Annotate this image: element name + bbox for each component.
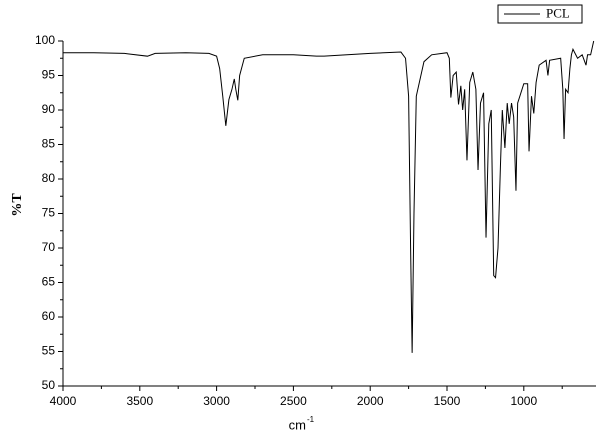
y-tick-label: 70: [42, 240, 56, 254]
legend-label: PCL: [546, 5, 570, 20]
legend: PCL: [497, 4, 583, 24]
x-tick-label: 2500: [280, 394, 307, 408]
y-tick-label: 95: [42, 68, 56, 82]
y-axis-label: %T: [10, 193, 25, 217]
y-tick-label: 100: [35, 33, 55, 47]
x-tick-label: 4000: [50, 394, 77, 408]
y-tick-label: 50: [42, 378, 56, 392]
y-tick-label: 55: [42, 344, 56, 358]
y-tick-label: 90: [42, 102, 56, 116]
y-tick-label: 75: [42, 206, 56, 220]
x-tick-label: 3000: [203, 394, 230, 408]
y-tick-label: 85: [42, 137, 56, 151]
x-tick-label: 1500: [434, 394, 461, 408]
spectrum-line: [63, 40, 595, 353]
x-axis-label: cm: [289, 417, 306, 432]
y-tick-label: 65: [42, 275, 56, 289]
y-tick-label: 80: [42, 171, 56, 185]
x-axis-label-superscript: -1: [307, 415, 315, 424]
x-tick-label: 2000: [357, 394, 384, 408]
x-tick-label: 3500: [126, 394, 153, 408]
x-tick-label: 1000: [510, 394, 537, 408]
y-tick-label: 60: [42, 309, 56, 323]
